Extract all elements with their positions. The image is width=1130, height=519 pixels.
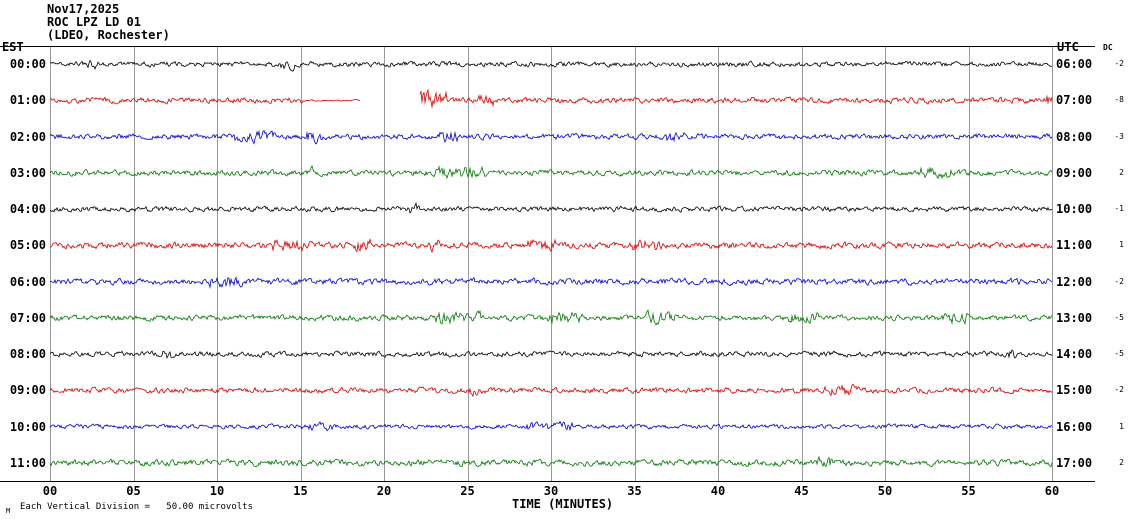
dc-offset-value: -2 [1114, 385, 1124, 395]
scale-mark: M [6, 507, 11, 515]
x-tick-label: 10 [209, 484, 225, 498]
x-tick-label: 30 [543, 484, 559, 498]
dc-offset-value: -1 [1114, 204, 1124, 214]
est-hour-label: 02:00 [9, 129, 46, 144]
dc-offset-value: -5 [1114, 312, 1124, 322]
x-axis-title: TIME (MINUTES) [512, 497, 614, 511]
utc-hour-label: 06:00 [1056, 57, 1093, 72]
utc-hour-label: 11:00 [1056, 238, 1093, 253]
utc-hour-label: 16:00 [1056, 419, 1093, 434]
dc-offset-value: -8 [1114, 95, 1124, 105]
utc-hour-label: 14:00 [1056, 347, 1093, 362]
dc-offset-value: -3 [1114, 131, 1124, 141]
dc-offset-value: -2 [1114, 59, 1124, 69]
dc-offset-value: 1 [1119, 240, 1124, 250]
est-hour-label: 11:00 [9, 455, 46, 470]
est-hour-label: 10:00 [9, 419, 46, 434]
dc-offset-value: 2 [1119, 167, 1124, 177]
utc-hour-label: 09:00 [1056, 165, 1093, 180]
vertical-division-note: Each Vertical Division = 50.00 microvolt… [20, 502, 253, 512]
x-tick-label: 60 [1044, 484, 1060, 498]
x-tick-label: 45 [794, 484, 809, 498]
est-hour-label: 07:00 [9, 310, 46, 325]
x-tick-label: 20 [376, 484, 392, 498]
utc-hour-label: 12:00 [1056, 274, 1093, 289]
x-tick-label: 40 [710, 484, 726, 498]
utc-hour-label: 15:00 [1056, 383, 1093, 398]
dc-offset-value: -5 [1114, 349, 1124, 359]
utc-hour-label: 10:00 [1056, 202, 1093, 217]
x-tick-label: 50 [877, 484, 893, 498]
est-hour-label: 09:00 [9, 383, 46, 398]
est-hour-label: 04:00 [9, 202, 46, 217]
est-hour-label: 01:00 [9, 93, 46, 108]
dc-offset-value: 1 [1119, 421, 1124, 431]
x-tick-label: 00 [42, 484, 58, 498]
utc-hour-label: 17:00 [1056, 455, 1093, 470]
x-tick-label: 05 [126, 484, 141, 498]
x-tick-label: 35 [627, 484, 642, 498]
utc-hour-label: 08:00 [1056, 129, 1093, 144]
dc-offset-value: -2 [1114, 276, 1124, 286]
utc-hour-label: 13:00 [1056, 310, 1093, 325]
utc-hour-label: 07:00 [1056, 93, 1093, 108]
est-hour-label: 08:00 [9, 347, 46, 362]
est-hour-label: 06:00 [9, 274, 46, 289]
x-tick-label: 55 [961, 484, 976, 498]
dc-offset-value: 2 [1119, 457, 1124, 467]
est-hour-label: 05:00 [9, 238, 46, 253]
x-tick-label: 15 [293, 484, 308, 498]
est-hour-label: 03:00 [9, 165, 46, 180]
x-tick-label: 25 [460, 484, 475, 498]
est-hour-label: 00:00 [9, 57, 46, 72]
